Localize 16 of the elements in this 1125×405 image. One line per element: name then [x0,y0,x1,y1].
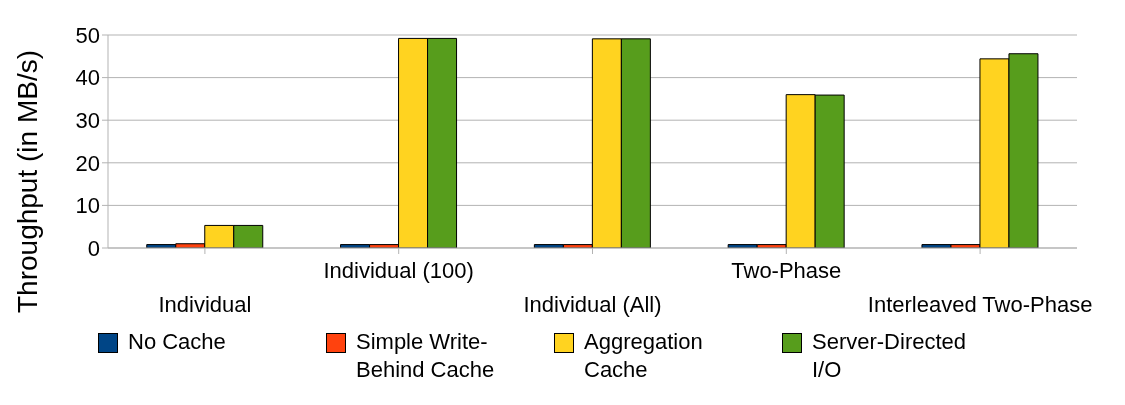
y-tick-label: 30 [75,108,100,134]
x-tick-label: Interleaved Two-Phase [867,292,1093,317]
x-tick-label: Individual (All) [523,292,662,317]
x-tick-label: Individual (100) [323,258,474,283]
legend-label: Aggregation Cache [584,328,704,384]
legend-label: Simple Write-Behind Cache [356,328,496,384]
y-tick-label: 0 [87,235,100,261]
y-tick-label: 10 [75,193,100,219]
x-tick-label: Two-Phase [731,258,842,283]
y-tick-label: 50 [75,22,100,48]
legend-label: No Cache [128,328,227,356]
y-axis-title: Throughput (in MB/s) [12,50,44,313]
y-tick-label: 20 [75,150,100,176]
legend-label: Server-Directed I/O [812,328,968,384]
x-tick-label: Individual [158,292,252,317]
y-tick-label: 40 [75,65,100,91]
